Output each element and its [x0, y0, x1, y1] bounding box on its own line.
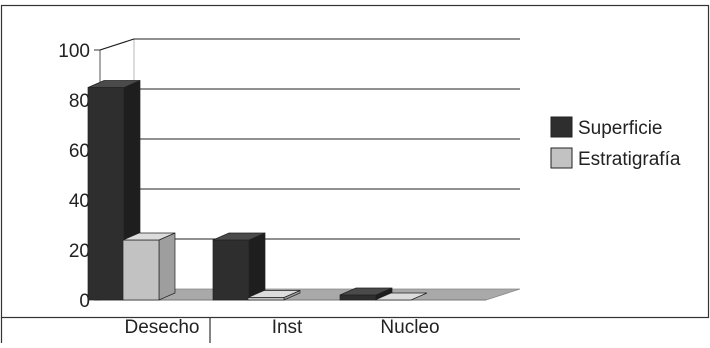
legend-swatch-estratigrafa [550, 147, 573, 169]
bar-nucleo-superficie-top [339, 287, 393, 296]
x-tick-label-inst: Inst [272, 317, 303, 338]
bar-desecho-estratigrafa-side [158, 232, 176, 301]
x-tick-label-nucleo: Nucleo [380, 317, 439, 338]
bar-inst-estratigrafa-top [247, 290, 301, 298]
y-tick-label: 40 [69, 191, 90, 212]
y-tick-label: 20 [69, 241, 90, 262]
bar-nucleo-estratigrafa-top [374, 292, 428, 301]
y-tick-label: 100 [58, 41, 90, 62]
y-tick-label: 80 [69, 91, 90, 112]
y-tick-label: 0 [79, 291, 90, 312]
bar-desecho-estratigrafa-top [122, 232, 176, 241]
bar-nucleo-superficie [339, 294, 377, 301]
gridline-side [99, 38, 135, 51]
legend-swatch-superficie [550, 116, 573, 138]
bar-inst-superficie-side [248, 232, 266, 301]
bar-inst-estratigrafa [247, 297, 285, 301]
bar-inst-superficie-top [212, 232, 266, 241]
legend-label-superficie: Superficie [578, 118, 663, 139]
bar-desecho-superficie-top [87, 80, 141, 88]
legend-label-estratigrafa: Estratigrafía [578, 149, 681, 170]
chart-frame [0, 4, 710, 319]
x-tick-label-desecho: Desecho [125, 317, 200, 338]
bar-inst-superficie [212, 239, 250, 301]
bar-desecho-estratigrafa [122, 239, 160, 301]
y-tick-label: 60 [69, 141, 90, 162]
bar-desecho-superficie [87, 87, 125, 301]
